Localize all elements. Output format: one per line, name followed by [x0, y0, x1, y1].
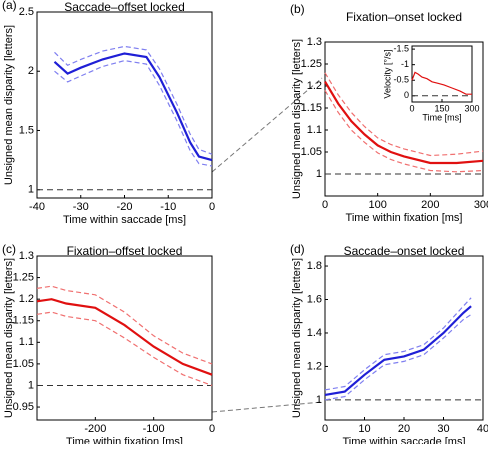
- y-tick-label: 1: [28, 379, 34, 391]
- x-tick-label: -40: [29, 201, 45, 213]
- plot-frame: [324, 255, 484, 421]
- y-axis-label: Unsigned mean disparity [letters]: [3, 25, 15, 185]
- y-tick-label: -1: [401, 59, 409, 69]
- connector: [211, 77, 323, 173]
- y-axis-label: Unsigned mean disparity [letters]: [3, 258, 15, 418]
- y-tick-label: 1.25: [13, 271, 34, 283]
- ci-lower: [36, 311, 213, 387]
- y-axis-label: Velocity [°/s]: [382, 49, 392, 98]
- chart-title: Fixation–onset locked: [346, 10, 462, 24]
- y-tick-label: 1: [316, 168, 322, 180]
- y-tick-label: 1.5: [19, 124, 34, 136]
- x-tick-label: 200: [421, 199, 439, 211]
- x-tick-label: -100: [143, 423, 165, 435]
- x-axis-label: Time within saccade [ms]: [342, 436, 465, 444]
- ci-lower: [324, 314, 472, 401]
- y-tick-label: 1.05: [301, 146, 322, 158]
- chart-title: Fixation–offset locked: [67, 244, 183, 258]
- y-tick-label: 1.6: [307, 293, 322, 305]
- y-tick-label: 1.2: [19, 293, 34, 305]
- chart-title: Saccade–onset locked: [344, 244, 465, 258]
- y-tick-label: 1.8: [307, 260, 322, 272]
- y-tick-label: 1.1: [19, 336, 34, 348]
- y-tick-label: 2.5: [19, 6, 34, 18]
- data-line: [411, 71, 472, 95]
- y-tick-label: 0.95: [13, 401, 34, 413]
- y-tick-label: -1.5: [393, 43, 409, 53]
- ci-upper: [324, 297, 472, 391]
- x-tick-label: 0: [209, 201, 215, 213]
- y-tick-label: 1.2: [307, 360, 322, 372]
- chart-title: Saccade–offset locked: [64, 0, 185, 14]
- y-tick-label: -0.5: [393, 75, 409, 85]
- x-tick-label: 10: [358, 423, 370, 435]
- x-tick-label: 20: [398, 423, 410, 435]
- x-tick-label: 40: [477, 423, 488, 435]
- data-line: [324, 305, 472, 396]
- x-tick-label: 300: [464, 103, 479, 113]
- plot-frame: [36, 255, 213, 421]
- ci-lower: [54, 59, 213, 167]
- x-tick-label: -20: [117, 201, 133, 213]
- inset-frame: [411, 45, 473, 103]
- x-tick-label: 100: [368, 199, 386, 211]
- x-tick-label: -30: [73, 201, 89, 213]
- y-tick-label: 1.05: [13, 358, 34, 370]
- y-tick-label: 1: [316, 394, 322, 406]
- x-tick-label: 150: [434, 103, 449, 113]
- panel-label: (a): [2, 0, 17, 12]
- panel-label: (c): [2, 242, 16, 256]
- y-tick-label: 1.3: [307, 36, 322, 48]
- x-tick-label: 0: [209, 423, 215, 435]
- x-tick-label: -200: [84, 423, 106, 435]
- y-tick-label: 1: [28, 184, 34, 196]
- y-tick-label: 1.25: [301, 58, 322, 70]
- y-tick-label: 0: [404, 90, 409, 100]
- y-tick-label: 1.3: [19, 250, 34, 262]
- x-axis-label: Time within fixation [ms]: [66, 436, 183, 444]
- x-tick-label: 300: [474, 199, 488, 211]
- ci-lower: [324, 90, 484, 173]
- y-tick-label: 1.15: [301, 102, 322, 114]
- ci-upper: [54, 45, 213, 155]
- x-tick-label: 0: [322, 199, 328, 211]
- data-line: [324, 81, 484, 165]
- y-tick-label: 2: [28, 65, 34, 77]
- y-tick-label: 1.1: [307, 124, 322, 136]
- x-axis-label: Time within fixation [ms]: [346, 212, 463, 224]
- y-axis-label: Unsigned mean disparity [letters]: [291, 258, 303, 418]
- panel-label: (b): [290, 2, 305, 16]
- ci-upper: [324, 72, 484, 157]
- y-axis-label: Unsigned mean disparity [letters]: [291, 39, 303, 199]
- plot-frame: [36, 11, 213, 199]
- y-tick-label: 1.2: [307, 80, 322, 92]
- connector: [211, 401, 323, 413]
- x-axis-label: Time [ms]: [422, 112, 461, 122]
- panel-label: (d): [290, 242, 305, 256]
- data-line: [36, 298, 213, 376]
- data-line: [53, 52, 213, 162]
- y-tick-label: 1.15: [13, 315, 34, 327]
- y-tick-label: 1.4: [307, 327, 322, 339]
- x-axis-label: Time within saccade [ms]: [63, 214, 186, 226]
- ci-upper: [36, 285, 213, 365]
- x-tick-label: 0: [409, 103, 414, 113]
- x-tick-label: 0: [322, 423, 328, 435]
- x-tick-label: -10: [160, 201, 176, 213]
- x-tick-label: 30: [437, 423, 449, 435]
